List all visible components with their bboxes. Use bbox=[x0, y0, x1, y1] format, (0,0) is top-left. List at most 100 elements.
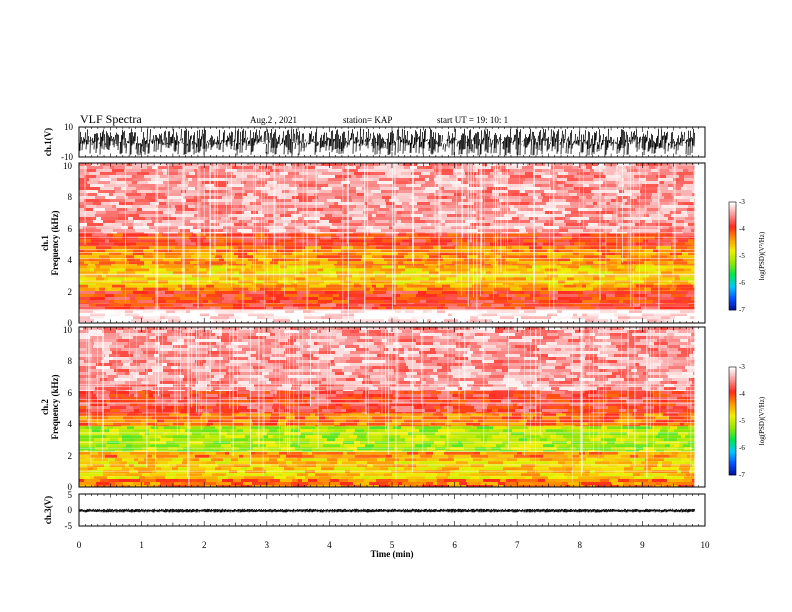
ch2-spec-band-3-cell bbox=[470, 429, 480, 433]
ch1-spec-band-7-cell bbox=[516, 211, 531, 214]
ch1-spec-band-3-cell bbox=[676, 287, 681, 291]
ch1-spec-band-1-cell bbox=[281, 303, 285, 307]
ch1-spec-band-6-cell bbox=[494, 236, 500, 240]
ch1-spec-band-5-cell bbox=[353, 255, 362, 259]
ch1-spec-band-4-cell bbox=[605, 265, 617, 269]
ch2-spec-band-1-cell bbox=[459, 467, 466, 471]
ch1-spec-band-7-cell bbox=[274, 175, 285, 178]
ch1-spec-band-6-cell bbox=[538, 236, 553, 240]
ch2-spec-band-3-cell bbox=[567, 429, 582, 433]
ch1-spec-band-4-cell bbox=[288, 280, 293, 284]
ch1-spec-band-7-cell bbox=[433, 214, 447, 217]
ch1-spec-band-4-cell bbox=[411, 280, 420, 284]
ch1-spec-band-7-cell bbox=[316, 223, 332, 226]
ch1-spec-band-7-cell bbox=[478, 229, 492, 232]
ch1-spec-band-7-cell bbox=[172, 190, 181, 193]
ch1-spec-band-1-cell bbox=[144, 306, 153, 310]
ch1-spec-band-7-cell bbox=[141, 193, 146, 196]
ch2-spec-band-1-cell bbox=[286, 476, 295, 479]
ch2-spec-band-1-cell bbox=[686, 473, 695, 477]
ch1-spec-band-6-cell bbox=[558, 233, 562, 237]
ch2-spec-band-1-cell bbox=[645, 458, 658, 462]
ch1-spec-band-7-cell bbox=[314, 169, 328, 172]
ch1-spec-band-5-cell bbox=[293, 249, 302, 253]
ch2-spec-band-1-cell bbox=[177, 470, 188, 474]
ch1-spec-band-7-cell bbox=[618, 193, 632, 196]
ch1-spec-band-5-cell bbox=[639, 264, 654, 266]
ch1-spec-band-7-cell bbox=[558, 184, 564, 187]
ch1-spec-band-7-cell bbox=[494, 184, 505, 187]
ch1-spec-band-7-cell bbox=[586, 205, 594, 208]
ch1-spec-band-3-cell bbox=[384, 284, 397, 288]
ch2-spec-band-1-cell bbox=[199, 464, 214, 468]
ch1-spec-band-7-cell bbox=[419, 175, 436, 178]
ch2-spec-band-2-cell bbox=[331, 454, 342, 458]
ch1-spec-band-6-cell bbox=[524, 245, 537, 247]
ch1-spec-band-7-cell bbox=[171, 205, 175, 208]
ch1-spec-band-5-cell bbox=[319, 249, 332, 253]
ch1-spec-band-5-cell bbox=[557, 246, 565, 250]
ch2-spec-band-2-cell bbox=[161, 454, 178, 458]
ch1-spec-band-7-cell bbox=[330, 193, 341, 196]
ch1-spec-band-0-cell bbox=[299, 319, 309, 323]
ch1-spec-band-7-cell bbox=[198, 178, 212, 181]
ch2-spec-band-1-cell bbox=[277, 458, 284, 462]
ch2-spec-band-0-cell bbox=[498, 482, 505, 485]
ch1-spec-band-5-cell bbox=[242, 258, 248, 262]
ch1-spec-band-4-cell bbox=[322, 265, 335, 269]
ch1-spec-band-4-cell bbox=[223, 280, 238, 284]
ch1-spec-band-7-cell bbox=[439, 193, 454, 196]
ch1-spec-band-7-cell bbox=[130, 229, 135, 232]
ch1-spec-band-5-cell bbox=[653, 249, 659, 253]
ch1-spec-band-2-cell bbox=[457, 297, 467, 300]
ch1-spec-band-4-cell bbox=[605, 271, 613, 275]
ch1-spec-band-5-cell bbox=[94, 258, 110, 262]
ch1-spec-band-7-cell bbox=[285, 202, 300, 205]
ch1-spec-band-5-cell bbox=[79, 264, 88, 266]
ch2-spec-band-1-cell bbox=[214, 464, 218, 468]
ch1-spec-band-7-cell bbox=[519, 217, 529, 220]
ch1-spec-band-5-cell bbox=[509, 255, 523, 259]
ch1-spec-band-4-cell bbox=[297, 283, 307, 285]
ch1-spec-band-7-cell bbox=[512, 193, 528, 196]
ch1-spec-band-0-cell bbox=[186, 316, 199, 320]
ch1-spec-band-7-cell bbox=[574, 217, 589, 220]
ch2-spec-band-0-cell bbox=[408, 485, 422, 487]
ch2-spec-band-3-cell bbox=[92, 429, 100, 433]
ch1-spec-band-5-cell bbox=[181, 264, 193, 266]
ch2-spec-band-0-cell bbox=[292, 479, 298, 482]
ch2-spec-band-0-cell bbox=[551, 485, 565, 487]
ch1-spec-band-0-cell bbox=[168, 313, 185, 317]
ch1-spec-band-2-cell bbox=[540, 291, 550, 294]
ch1-spec-band-7-cell bbox=[308, 172, 322, 175]
ch1-spec-band-2-cell bbox=[310, 291, 325, 294]
ch1-spec-band-5-cell bbox=[88, 264, 95, 266]
ch2-spec-band-1-cell bbox=[122, 458, 128, 462]
ch1-spec-band-2-cell bbox=[202, 303, 214, 304]
ch1-spec-band-4-cell bbox=[514, 283, 528, 285]
ch1-spec-band-1-cell bbox=[550, 306, 566, 310]
ch2-spec-band-1-cell bbox=[90, 476, 94, 479]
ch1-spec-band-1-cell bbox=[411, 303, 428, 307]
ch1-spec-band-0-cell bbox=[552, 310, 557, 314]
ch1-spec-band-0-cell bbox=[391, 313, 399, 317]
ch1-spec-band-4-cell bbox=[528, 271, 544, 275]
ch1-spec-band-6-cell bbox=[599, 245, 605, 247]
ch2-spec-band-3-cell bbox=[668, 429, 674, 433]
ch1-spec-band-7-cell bbox=[350, 181, 363, 184]
ch1-spec-band-5-cell bbox=[501, 255, 509, 259]
ch1-spec-band-7-cell bbox=[257, 181, 267, 184]
ch1-spec-band-7-cell bbox=[106, 163, 111, 166]
ch1-spec-band-6-cell bbox=[472, 239, 477, 243]
ch1-spec-band-1-cell bbox=[567, 303, 574, 307]
ch1-spec-band-5-cell bbox=[308, 261, 320, 265]
ch1-spec-band-2-cell bbox=[199, 291, 215, 294]
ch2-spec-band-0-cell bbox=[160, 482, 174, 485]
ch1-spec-band-2-cell bbox=[206, 294, 217, 297]
ch2-spec-band-0-cell bbox=[271, 485, 285, 487]
ch2-spec-band-1-cell bbox=[335, 464, 343, 468]
ch1-spec-band-7-cell bbox=[605, 166, 612, 169]
ch2-spec-band-1-cell bbox=[305, 476, 319, 479]
ch1-spec-band-7-cell bbox=[646, 223, 656, 226]
ch1-spec-band-2-cell bbox=[148, 291, 155, 294]
